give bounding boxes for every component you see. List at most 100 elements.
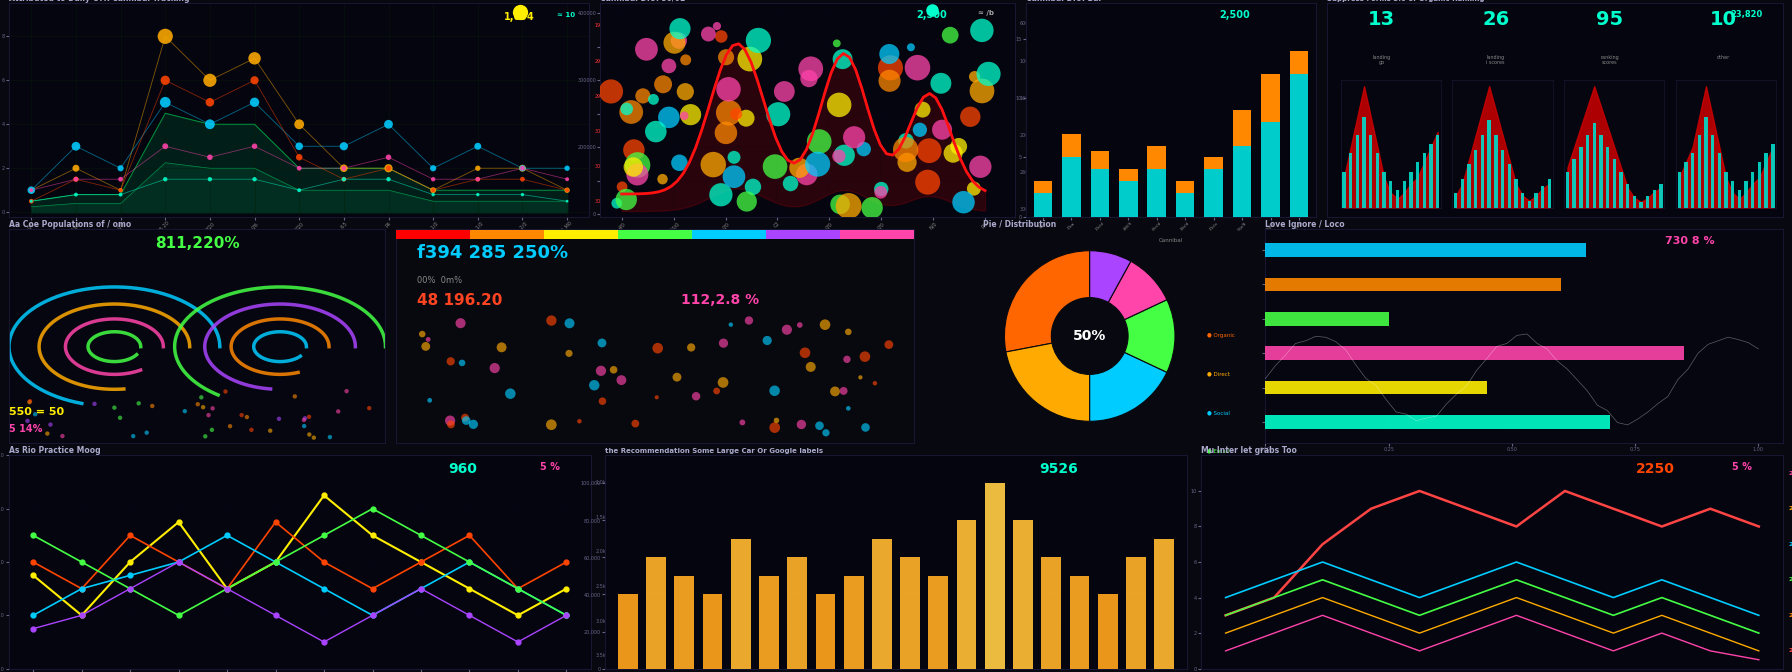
Text: 730 8 %: 730 8 % (1665, 236, 1715, 246)
Point (412, 341, 441, 351)
Text: 5 %: 5 % (539, 462, 559, 472)
Point (118, 431, 147, 442)
Point (790, 347, 819, 358)
Point (183, 399, 211, 410)
Point (830, 386, 858, 396)
Point (188, 402, 217, 413)
Point (833, 403, 862, 414)
Point (419, 190, 448, 200)
Point (586, 366, 615, 376)
Point (633, 44, 661, 54)
Point (607, 375, 636, 386)
Bar (1091, 169, 1109, 216)
Point (681, 391, 710, 402)
Point (588, 396, 616, 407)
Point (640, 94, 668, 105)
Point (785, 320, 814, 331)
Bar (1034, 181, 1052, 193)
Point (452, 412, 480, 423)
Point (787, 419, 815, 430)
Point (794, 73, 823, 84)
Point (195, 174, 224, 185)
Point (597, 86, 625, 97)
Point (812, 427, 840, 438)
Text: 2,5k: 2,5k (1788, 648, 1792, 653)
Point (496, 388, 525, 399)
Point (290, 413, 319, 423)
Bar (1091, 151, 1109, 169)
Point (796, 362, 824, 372)
Point (138, 401, 167, 411)
Text: 9526: 9526 (1039, 462, 1079, 476)
Point (772, 325, 801, 335)
Point (928, 124, 957, 135)
Point (599, 364, 627, 375)
Point (618, 162, 647, 173)
Text: other: other (1717, 54, 1731, 65)
Point (891, 144, 919, 155)
Point (629, 91, 658, 101)
Point (375, 152, 403, 163)
Point (616, 107, 645, 118)
Point (192, 431, 220, 442)
Point (237, 425, 265, 435)
Point (375, 163, 403, 173)
Point (720, 152, 749, 163)
Point (332, 386, 360, 396)
Point (602, 198, 631, 208)
Point (753, 335, 781, 346)
Point (874, 75, 903, 86)
Point (909, 104, 937, 115)
Point (926, 78, 955, 89)
Point (670, 110, 699, 121)
Point (966, 161, 995, 172)
Text: 550 = 50: 550 = 50 (9, 407, 65, 417)
Point (706, 190, 735, 200)
Point (711, 52, 740, 62)
Bar (1034, 193, 1052, 216)
Point (672, 54, 701, 65)
Bar (1147, 146, 1167, 169)
Point (106, 174, 134, 185)
Point (195, 75, 224, 85)
Text: ≈ /b: ≈ /b (978, 10, 995, 15)
Point (296, 429, 324, 440)
Text: Attributed to Daily CTR Cannibal Tracking: Attributed to Daily CTR Cannibal Trackin… (9, 0, 190, 3)
Point (151, 174, 179, 185)
Point (643, 343, 672, 353)
Bar (787, 557, 806, 669)
Bar (1204, 157, 1222, 169)
Bar (1118, 169, 1138, 181)
Bar (1262, 75, 1279, 122)
Bar (1154, 539, 1174, 669)
Point (151, 31, 179, 42)
Bar (928, 576, 948, 669)
Point (955, 112, 984, 122)
Bar (1070, 576, 1090, 669)
Point (437, 419, 466, 430)
Point (487, 342, 516, 353)
Bar (1098, 595, 1118, 669)
Text: ● Direct: ● Direct (1208, 372, 1229, 377)
Point (464, 190, 493, 200)
Point (959, 183, 987, 194)
Wedge shape (1090, 251, 1131, 302)
Point (195, 119, 224, 130)
Point (375, 174, 403, 185)
Point (437, 356, 466, 367)
Point (285, 163, 314, 173)
Bar (1012, 520, 1032, 669)
Point (151, 97, 179, 108)
Point (448, 358, 477, 368)
Bar (760, 576, 780, 669)
Text: 23,820: 23,820 (1731, 10, 1763, 19)
Point (833, 354, 862, 365)
Point (824, 151, 853, 161)
Text: 112,2.8 %: 112,2.8 % (681, 294, 760, 307)
Point (265, 413, 294, 424)
Text: ● Other: ● Other (1208, 526, 1229, 530)
Text: 2,4k: 2,4k (1788, 613, 1792, 618)
Bar (702, 595, 722, 669)
Text: Cannibal D.U. 50/01: Cannibal D.U. 50/01 (600, 0, 686, 3)
Point (867, 183, 896, 194)
